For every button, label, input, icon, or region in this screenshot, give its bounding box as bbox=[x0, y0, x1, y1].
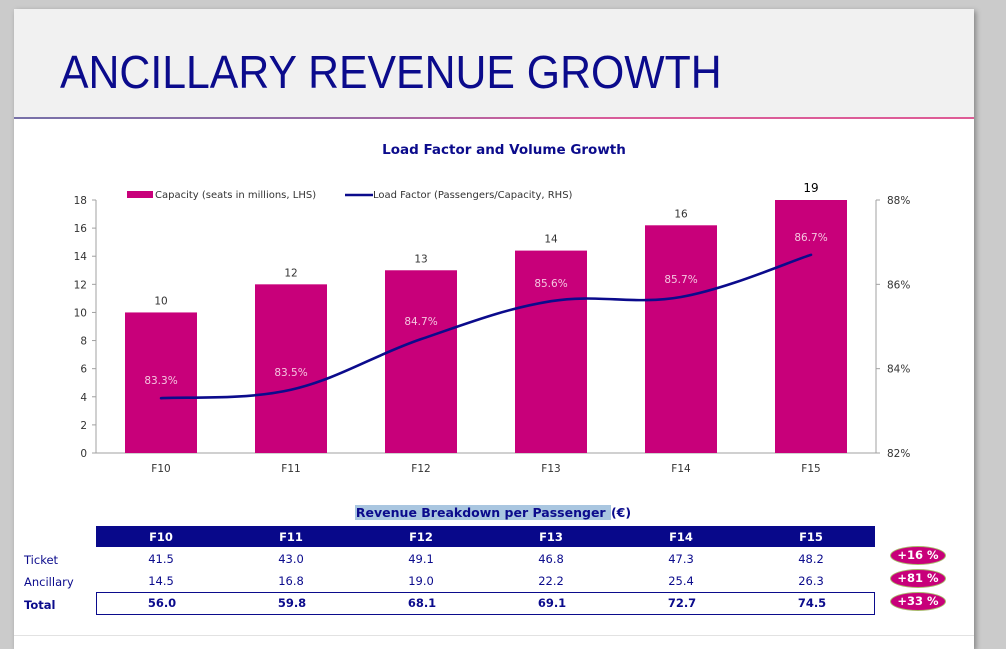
growth-badge-ticket: +16 % bbox=[890, 546, 946, 565]
column-header: F11 bbox=[226, 530, 356, 544]
left-axis-tick-label: 6 bbox=[80, 364, 87, 376]
table-cell: 16.8 bbox=[226, 574, 356, 588]
left-axis-tick-label: 18 bbox=[74, 195, 87, 207]
column-header: F13 bbox=[486, 530, 616, 544]
table-cell: 25.4 bbox=[616, 574, 746, 588]
right-axis-tick-label: 84% bbox=[887, 364, 910, 376]
right-axis-tick-label: 88% bbox=[887, 195, 910, 207]
column-header: F12 bbox=[356, 530, 486, 544]
capacity-bars bbox=[125, 200, 847, 453]
table-cell: 69.1 bbox=[487, 596, 617, 610]
load-factor-label: 84.7% bbox=[404, 316, 437, 328]
table-cell: 22.2 bbox=[486, 574, 616, 588]
table-cell: 46.8 bbox=[486, 552, 616, 566]
left-axis-tick-label: 12 bbox=[74, 279, 87, 291]
left-axis-tick-label: 4 bbox=[80, 392, 87, 404]
x-axis-tick-label: F15 bbox=[801, 463, 820, 475]
table-cell: 14.5 bbox=[96, 574, 226, 588]
table-row: 41.5 43.0 49.1 46.8 47.3 48.2 bbox=[96, 551, 875, 569]
table-title-wrap: Revenue Breakdown per Passenger (€) bbox=[0, 502, 1006, 521]
row-label-ancillary: Ancillary bbox=[24, 575, 74, 589]
legend-label-load-factor: Load Factor (Passengers/Capacity, RHS) bbox=[373, 190, 573, 201]
left-axis-tick-label: 2 bbox=[80, 420, 87, 432]
bar-value-label: 13 bbox=[414, 253, 427, 265]
row-label-total: Total bbox=[24, 598, 55, 612]
left-axis-tick-label: 14 bbox=[74, 251, 88, 263]
table-header: F10 F11 F12 F13 F14 F15 bbox=[96, 526, 875, 547]
table-cell: 68.1 bbox=[357, 596, 487, 610]
growth-badge-ancillary: +81 % bbox=[890, 569, 946, 588]
load-factor-label: 85.6% bbox=[534, 278, 567, 290]
bar-f14 bbox=[645, 225, 717, 453]
column-header: F10 bbox=[96, 530, 226, 544]
left-axis-tick-label: 10 bbox=[74, 307, 87, 319]
table-cell: 26.3 bbox=[746, 574, 876, 588]
column-header: F15 bbox=[746, 530, 876, 544]
legend-swatch-capacity bbox=[127, 191, 153, 198]
table-cell: 41.5 bbox=[96, 552, 226, 566]
right-axis-tick-label: 82% bbox=[887, 448, 910, 460]
table-cell: 59.8 bbox=[227, 596, 357, 610]
data-labels: 10 12 13 14 16 19 83.3% 83.5% 84.7% 85.6% 85.7% 86.… bbox=[144, 181, 827, 387]
table-row-total: 56.0 59.8 68.1 69.1 72.7 74.5 bbox=[96, 592, 875, 615]
table-cell: 56.0 bbox=[97, 596, 227, 610]
bar-value-label: 19 bbox=[803, 181, 818, 195]
growth-badge-total: +33 % bbox=[890, 592, 946, 611]
x-axis-tick-label: F12 bbox=[411, 463, 430, 475]
bar-f12 bbox=[385, 270, 457, 453]
bar-value-label: 12 bbox=[284, 267, 297, 279]
left-axis-tick-label: 0 bbox=[80, 448, 87, 460]
table-cell: 48.2 bbox=[746, 552, 876, 566]
load-factor-label: 85.7% bbox=[664, 274, 697, 286]
column-header: F14 bbox=[616, 530, 746, 544]
table-cell: 74.5 bbox=[747, 596, 877, 610]
x-axis-tick-label: F10 bbox=[151, 463, 170, 475]
bar-value-label: 10 bbox=[154, 295, 167, 307]
right-axis-tick-label: 86% bbox=[887, 279, 910, 291]
x-axis-tick-label: F11 bbox=[281, 463, 300, 475]
legend-label-capacity: Capacity (seats in millions, LHS) bbox=[155, 190, 316, 201]
table-cell: 47.3 bbox=[616, 552, 746, 566]
table-cell: 72.7 bbox=[617, 596, 747, 610]
table-cell: 43.0 bbox=[226, 552, 356, 566]
row-label-ticket: Ticket bbox=[24, 553, 58, 567]
x-axis-tick-label: F14 bbox=[671, 463, 691, 475]
left-axis-tick-label: 16 bbox=[74, 223, 88, 235]
left-axis-tick-label: 8 bbox=[80, 336, 87, 348]
table-title-highlighted: Revenue Breakdown per Passenger bbox=[355, 505, 611, 520]
table-row: 14.5 16.8 19.0 22.2 25.4 26.3 bbox=[96, 573, 875, 591]
load-factor-label: 83.3% bbox=[144, 375, 177, 387]
table-cell: 19.0 bbox=[356, 574, 486, 588]
bar-value-label: 16 bbox=[674, 208, 688, 220]
table-title: Revenue Breakdown per Passenger (€) bbox=[355, 505, 631, 520]
chart-legend: Capacity (seats in millions, LHS) Load F… bbox=[127, 190, 573, 201]
load-factor-label: 86.7% bbox=[794, 232, 827, 244]
load-factor-label: 83.5% bbox=[274, 367, 307, 379]
bar-value-label: 14 bbox=[544, 234, 558, 246]
table-cell: 49.1 bbox=[356, 552, 486, 566]
x-axis-tick-label: F13 bbox=[541, 463, 560, 475]
table-title-currency: (€) bbox=[611, 505, 631, 520]
